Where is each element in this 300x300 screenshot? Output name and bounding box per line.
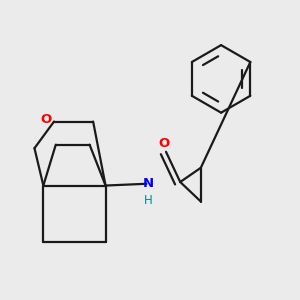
Text: H: H [144,194,153,207]
Text: O: O [40,113,52,126]
Text: N: N [143,177,154,190]
Text: O: O [159,137,170,151]
